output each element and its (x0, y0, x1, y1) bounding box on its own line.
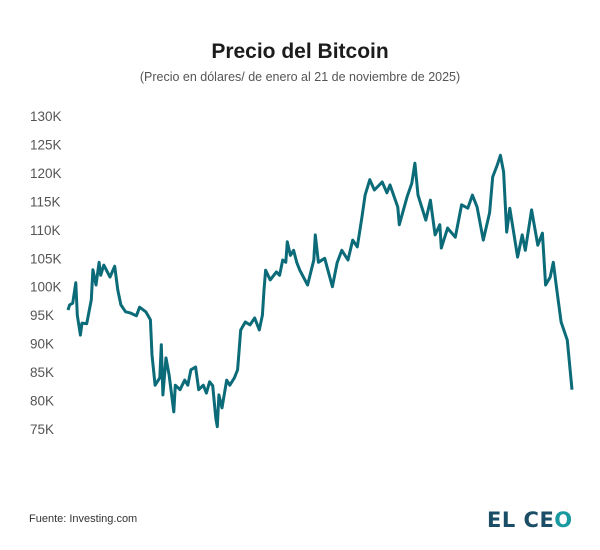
y-tick-label: 80K (30, 394, 54, 409)
y-tick-label: 130K (30, 109, 62, 124)
plot-area (66, 153, 574, 429)
y-tick-label: 110K (30, 223, 61, 238)
y-tick-label: 120K (30, 166, 62, 181)
y-tick-label: 75K (30, 422, 54, 437)
y-tick-label: 85K (30, 365, 54, 380)
y-tick-label: 115K (30, 194, 61, 209)
price-line (66, 153, 574, 429)
source-note: Fuente: Investing.com (29, 513, 138, 525)
y-axis: 130K 125K 120K 115K 110K 105K 100K 95K 90K 85K 80K… (30, 109, 62, 437)
chart-title: Precio del Bitcoin (211, 40, 389, 63)
el-ceo-logo: EL CEO (487, 508, 573, 532)
y-tick-label: 125K (30, 137, 62, 152)
y-tick-label: 105K (30, 251, 62, 266)
y-tick-label: 90K (30, 337, 54, 352)
y-tick-label: 100K (30, 280, 62, 295)
y-tick-label: 95K (30, 308, 54, 323)
chart-subtitle: (Precio en dólares/ de enero al 21 de no… (139, 70, 461, 84)
